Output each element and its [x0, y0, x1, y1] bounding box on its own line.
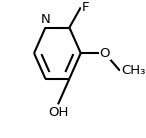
Text: OH: OH	[48, 106, 68, 119]
Text: CH₃: CH₃	[121, 64, 145, 77]
Text: O: O	[99, 47, 110, 60]
Text: N: N	[41, 13, 50, 26]
Text: F: F	[82, 1, 89, 14]
